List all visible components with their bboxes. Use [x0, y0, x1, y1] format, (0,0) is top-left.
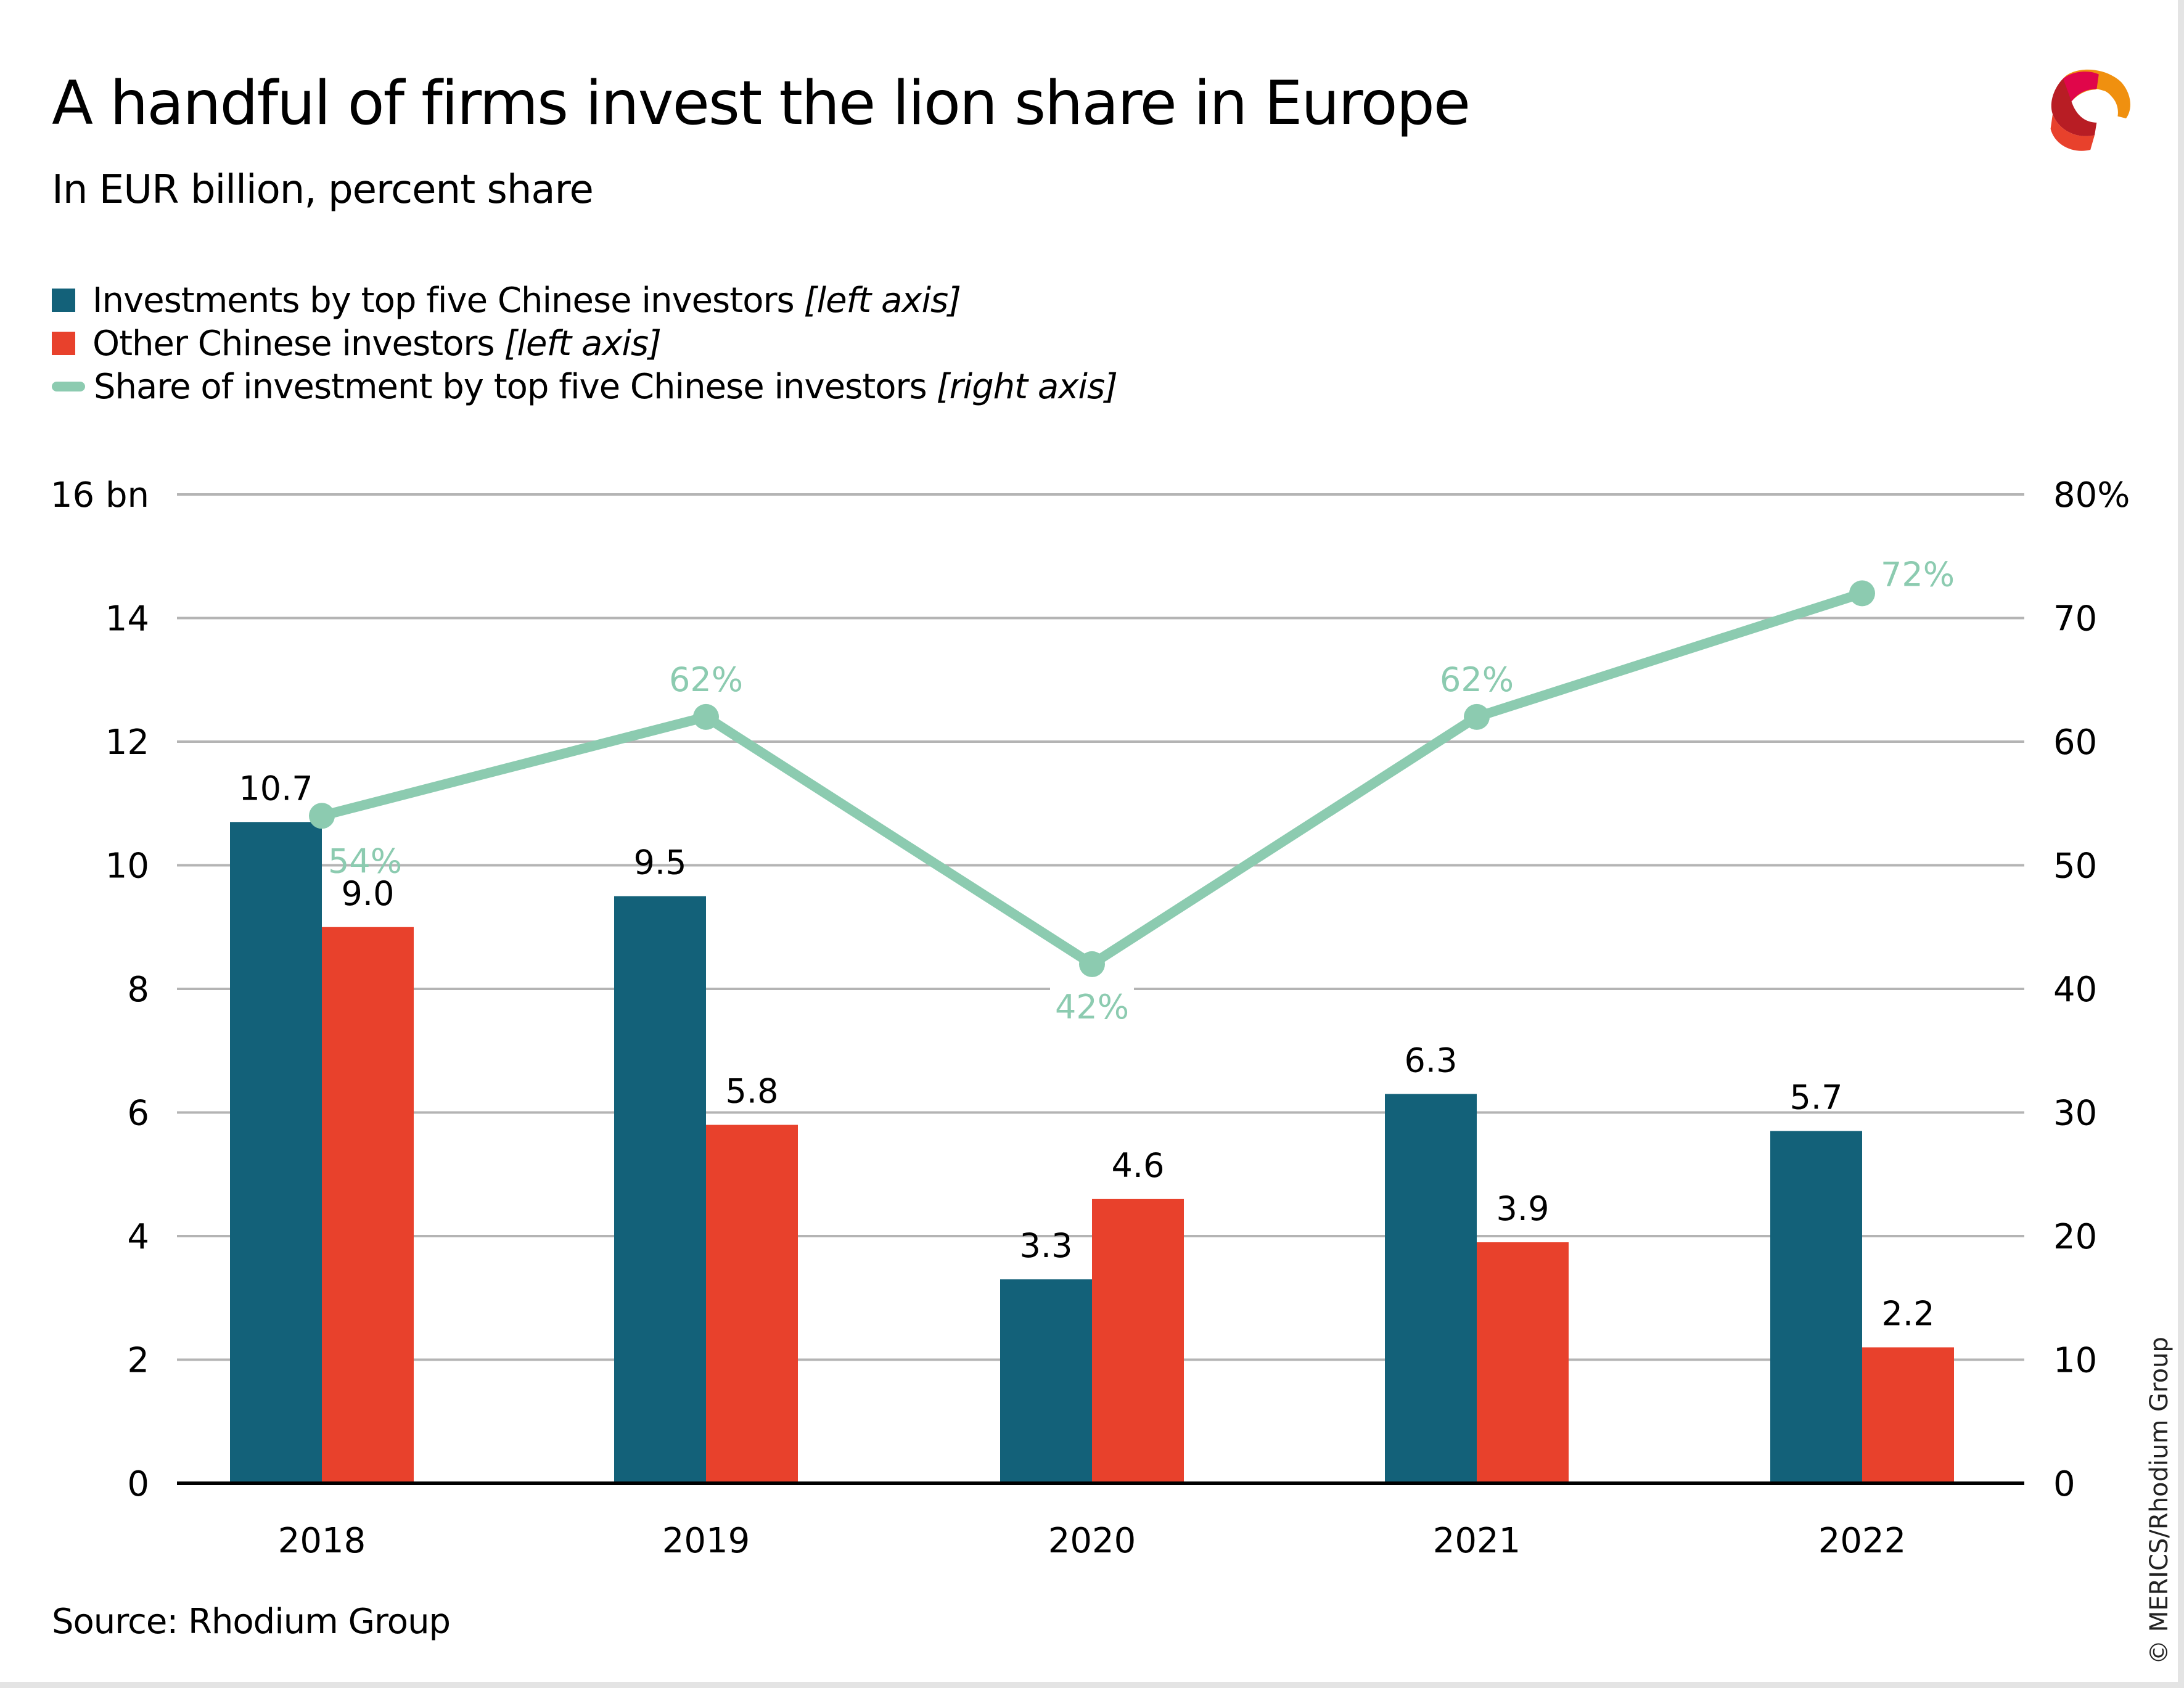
bar-value-labels: 10.7 9.5 3.3 6.3 5.7 9.0 5.8 4.6 3.9 2.2 [239, 769, 1934, 1333]
bar-top-five [230, 822, 322, 1483]
legend-axis-note: [left axis] [504, 323, 662, 364]
merics-ribbon-logo-icon [2050, 69, 2130, 151]
bar-other [1862, 1347, 1954, 1483]
bar-value-label: 4.6 [1112, 1146, 1165, 1185]
legend: Investments by top five Chinese investor… [52, 279, 1118, 408]
right-axis-tick-label: 40 [2053, 970, 2097, 1010]
bar-value-label: 10.7 [239, 769, 313, 808]
right-axis-ticks: 0 10 20 30 40 50 60 70 80% [2053, 475, 2130, 1504]
bar-other [1477, 1242, 1569, 1483]
left-axis-tick-label: 16 bn [51, 475, 149, 515]
bar-top-five [1000, 1279, 1092, 1483]
bar-value-label: 5.7 [1790, 1078, 1843, 1117]
source-note: Source: Rhodium Group [52, 1602, 451, 1642]
share-value-labels: 54% 62% 42% 62% 72% [328, 555, 1955, 1026]
left-axis-tick-label: 6 [127, 1094, 149, 1134]
right-axis-tick-label: 30 [2053, 1094, 2097, 1134]
bar-value-label: 9.5 [634, 843, 687, 882]
right-axis-tick-label: 80% [2053, 475, 2130, 515]
legend-axis-note: [right axis] [936, 366, 1118, 407]
bar-top-five [1770, 1131, 1862, 1483]
chart-subtitle: In EUR billion, percent share [52, 167, 594, 213]
legend-item-other: Other Chinese investors [left axis] [52, 322, 1117, 365]
bar-value-label: 3.9 [1496, 1189, 1550, 1228]
left-axis-tick-label: 10 [105, 846, 149, 887]
legend-square-icon [52, 289, 75, 312]
share-value-label: 62% [1440, 660, 1514, 699]
x-axis-tick-label: 2020 [1048, 1521, 1136, 1561]
x-axis-tick-label: 2018 [278, 1521, 366, 1561]
share-point [693, 703, 719, 730]
x-axis-ticks: 2018 2019 2020 2021 2022 [278, 1521, 1907, 1561]
left-axis-ticks: 0 2 4 6 8 10 12 14 16 bn [51, 475, 149, 1504]
right-axis-tick-label: 10 [2053, 1341, 2097, 1381]
bar-value-label: 9.0 [342, 874, 395, 913]
left-axis-tick-label: 12 [105, 723, 149, 763]
share-line [309, 580, 1875, 977]
legend-label: Investments by top five Chinese investor… [92, 280, 795, 321]
copyright-credit: © MERICS/Rhodium Group [2145, 1337, 2174, 1665]
right-axis-tick-label: 50 [2053, 846, 2097, 887]
bar-other [1092, 1198, 1184, 1483]
bar-top-five [1385, 1094, 1477, 1483]
left-axis-tick-label: 8 [127, 970, 149, 1010]
share-point [309, 803, 335, 829]
x-axis-tick-label: 2019 [662, 1521, 750, 1561]
share-value-label: 62% [669, 660, 743, 699]
chart-title: A handful of firms invest the lion share… [52, 68, 1471, 139]
right-axis-tick-label: 0 [2053, 1464, 2075, 1504]
right-axis-tick-label: 20 [2053, 1217, 2097, 1257]
x-axis-tick-label: 2021 [1433, 1521, 1521, 1561]
bar-value-label: 6.3 [1405, 1041, 1458, 1080]
left-axis-tick-label: 0 [127, 1464, 149, 1504]
legend-label: Other Chinese investors [92, 323, 495, 364]
left-axis-tick-label: 14 [105, 599, 149, 639]
bar-value-label: 2.2 [1882, 1294, 1935, 1333]
bar-value-label: 3.3 [1020, 1226, 1073, 1265]
share-line-path [321, 588, 1864, 969]
left-axis-tick-label: 4 [127, 1217, 149, 1257]
bar-value-label: 5.8 [726, 1072, 779, 1111]
share-value-label: 42% [1055, 988, 1129, 1026]
left-axis-tick-label: 2 [127, 1341, 149, 1381]
legend-axis-note: [left axis] [803, 280, 961, 321]
x-axis-tick-label: 2022 [1818, 1521, 1907, 1561]
legend-label: Share of investment by top five Chinese … [94, 366, 927, 407]
share-value-label: 54% [328, 842, 402, 880]
share-point [1079, 951, 1105, 977]
bar-other [322, 927, 414, 1483]
legend-item-share: Share of investment by top five Chinese … [52, 365, 1118, 408]
share-value-label: 72% [1881, 555, 1955, 594]
share-point [1464, 703, 1490, 730]
bar-other [706, 1125, 798, 1483]
legend-item-top-five: Investments by top five Chinese investor… [52, 279, 1117, 322]
right-axis-tick-label: 60 [2053, 723, 2097, 763]
right-axis-tick-label: 70 [2053, 599, 2097, 639]
share-label-background [1050, 985, 1134, 1025]
legend-square-icon [52, 332, 75, 355]
legend-line-icon [52, 382, 85, 391]
bars [230, 822, 1954, 1483]
share-point [1849, 580, 1875, 607]
bar-top-five [614, 896, 706, 1483]
